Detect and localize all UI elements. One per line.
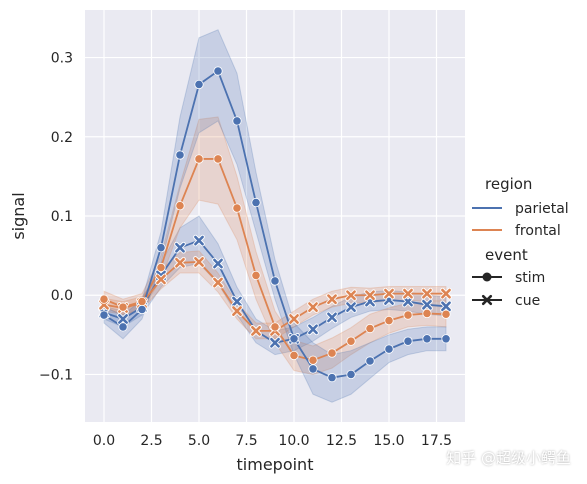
data-point-parietal-cue — [440, 300, 452, 313]
x-axis-label: timepoint — [237, 455, 314, 474]
data-point-frontal-stim — [270, 322, 280, 332]
data-point-frontal-cue — [288, 313, 300, 325]
data-point-parietal-cue — [117, 313, 129, 325]
legend-title-region: region — [485, 175, 532, 193]
data-point-frontal-cue — [402, 287, 414, 300]
y-tick-label: 0.0 — [51, 288, 73, 304]
data-point-frontal-cue — [383, 287, 395, 300]
data-point-frontal-stim — [137, 296, 147, 307]
data-point-frontal-stim — [289, 350, 299, 361]
data-point-parietal-stim — [403, 336, 413, 346]
y-tick-label: 0.3 — [51, 51, 73, 67]
legend-label-cue: cue — [515, 293, 540, 309]
data-point-frontal-cue — [212, 276, 224, 289]
data-point-frontal-stim — [232, 203, 242, 213]
y-axis-tick-labels: −0.1 0.0 0.1 0.2 0.3 — [39, 51, 73, 384]
legend-marker-stim — [482, 272, 492, 282]
data-point-parietal-stim — [270, 276, 280, 286]
x-tick-label: 10.0 — [278, 433, 309, 449]
data-point-parietal-stim — [308, 364, 318, 374]
x-tick-label: 17.5 — [421, 433, 452, 449]
data-point-frontal-stim — [118, 302, 128, 312]
data-point-parietal-stim — [156, 243, 166, 253]
data-point-frontal-stim — [251, 270, 261, 281]
series-markers — [98, 66, 452, 383]
data-point-frontal-cue — [326, 293, 338, 305]
data-point-frontal-stim — [175, 201, 185, 211]
data-point-frontal-cue — [155, 273, 167, 286]
data-point-parietal-stim — [327, 373, 337, 383]
data-point-frontal-cue — [307, 301, 319, 313]
data-point-parietal-cue — [212, 257, 224, 270]
data-point-parietal-stim — [384, 344, 394, 354]
legend-label-frontal: frontal — [515, 223, 561, 239]
data-point-parietal-cue — [345, 301, 357, 313]
x-tick-label: 5.0 — [188, 433, 210, 449]
data-point-parietal-cue — [402, 295, 414, 308]
confidence-band-frontal-cue — [103, 250, 447, 340]
data-point-parietal-cue — [193, 234, 205, 247]
data-point-frontal-stim — [403, 310, 413, 320]
data-point-parietal-cue — [421, 298, 433, 311]
data-point-frontal-cue — [345, 289, 357, 302]
legend-title-event: event — [485, 246, 528, 264]
y-tick-label: −0.1 — [39, 367, 73, 383]
data-point-parietal-stim — [232, 116, 242, 126]
data-point-frontal-stim — [365, 323, 375, 334]
data-point-frontal-stim — [422, 308, 432, 319]
data-point-frontal-cue — [174, 256, 186, 269]
grid-lines — [85, 10, 465, 422]
data-point-frontal-stim — [308, 355, 318, 365]
legend-label-stim: stim — [515, 270, 545, 286]
data-point-parietal-stim — [213, 66, 223, 76]
data-point-frontal-stim — [346, 336, 356, 346]
data-point-frontal-stim — [327, 348, 337, 358]
data-point-frontal-stim — [384, 315, 394, 326]
x-tick-label: 2.5 — [140, 433, 162, 449]
data-point-parietal-cue — [269, 336, 281, 349]
x-tick-label: 15.0 — [373, 433, 404, 449]
legend: region event parietal frontal stim cue — [472, 175, 569, 309]
data-point-frontal-cue — [250, 325, 262, 337]
data-point-parietal-stim — [251, 197, 261, 208]
legend-marker-cue — [481, 294, 493, 306]
data-point-parietal-stim — [118, 322, 128, 332]
legend-label-parietal: parietal — [515, 201, 569, 217]
data-point-parietal-stim — [346, 369, 356, 380]
y-tick-label: 0.2 — [51, 130, 73, 146]
data-point-frontal-cue — [440, 287, 452, 300]
data-point-frontal-stim — [99, 294, 109, 304]
data-point-frontal-stim — [194, 154, 204, 164]
data-point-parietal-stim — [422, 334, 432, 344]
data-point-frontal-stim — [441, 309, 451, 319]
x-axis-tick-labels: 0.0 2.5 5.0 7.5 10.0 12.5 15.0 17.5 — [93, 433, 452, 449]
data-point-frontal-cue — [421, 287, 433, 300]
data-point-frontal-cue — [193, 256, 205, 268]
x-tick-label: 7.5 — [235, 433, 257, 449]
data-point-parietal-stim — [99, 310, 109, 320]
data-point-parietal-stim — [365, 356, 375, 366]
y-axis-label: signal — [9, 192, 28, 239]
data-point-frontal-stim — [156, 262, 166, 273]
data-point-parietal-stim — [289, 334, 299, 344]
data-point-parietal-stim — [441, 334, 451, 344]
x-tick-label: 0.0 — [93, 433, 115, 449]
data-point-frontal-cue — [364, 289, 376, 302]
watermark-text: 知乎 @超级小鳄鱼 — [446, 449, 571, 467]
data-point-frontal-stim — [213, 154, 223, 164]
data-point-frontal-cue — [231, 305, 243, 317]
data-point-parietal-cue — [307, 323, 319, 336]
data-point-parietal-stim — [194, 79, 204, 90]
data-point-parietal-stim — [137, 304, 147, 315]
data-point-parietal-cue — [231, 295, 243, 308]
data-point-parietal-cue — [326, 311, 338, 324]
x-tick-label: 12.5 — [326, 433, 357, 449]
data-point-parietal-stim — [175, 150, 185, 160]
data-point-parietal-cue — [174, 241, 186, 254]
y-tick-label: 0.1 — [51, 209, 73, 225]
